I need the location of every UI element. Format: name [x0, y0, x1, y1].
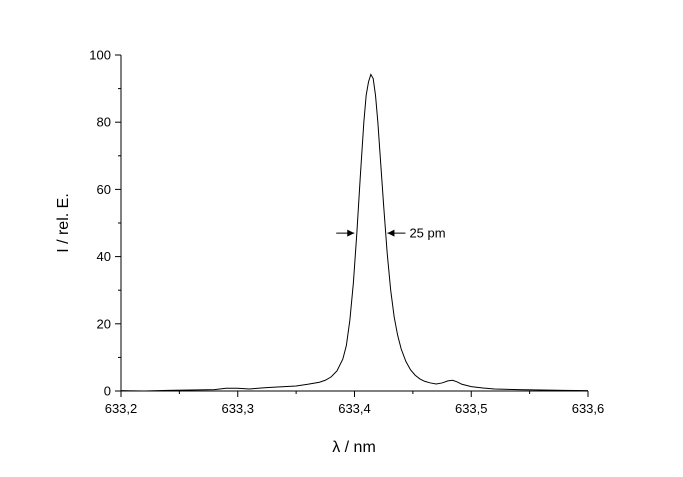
plot-area: 633,2 633,3 633,4 633,5 633,6 0 20 40 60 80 100 2… — [89, 48, 604, 417]
x-tick-label: 633,2 — [105, 401, 138, 416]
y-tick-label: 0 — [104, 384, 111, 399]
left-arrow-head — [347, 229, 355, 237]
x-axis-title: λ / nm — [332, 439, 376, 456]
linewidth-annotation: 25 pm — [336, 226, 446, 241]
x-axis-ticks: 633,2 633,3 633,4 633,5 633,6 — [105, 391, 605, 416]
spectrum-line — [120, 73, 589, 392]
y-tick-label: 80 — [97, 115, 111, 130]
y-axis-ticks: 0 20 40 60 80 100 — [89, 48, 121, 399]
x-tick-label: 633,3 — [221, 401, 254, 416]
x-tick-label: 633,4 — [338, 401, 371, 416]
linewidth-label: 25 pm — [409, 226, 445, 241]
x-tick-label: 633,6 — [572, 401, 605, 416]
y-axis-title: I / rel. E. — [55, 193, 72, 253]
y-tick-label: 100 — [89, 48, 111, 63]
y-tick-label: 20 — [97, 316, 111, 331]
x-tick-label: 633,5 — [455, 401, 488, 416]
y-tick-label: 60 — [97, 182, 111, 197]
right-arrow-head — [387, 229, 395, 237]
y-tick-label: 40 — [97, 249, 111, 264]
